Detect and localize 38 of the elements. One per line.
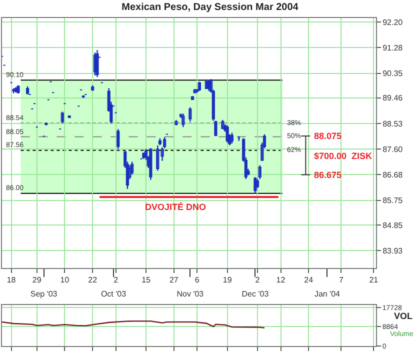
y-tick-label: 89.46 xyxy=(382,94,404,103)
x2-tick-label: Dec '03 xyxy=(242,290,270,299)
y-tick-label: 92.20 xyxy=(382,18,404,27)
chart-title: Mexican Peso, Day Session Mar 2004 xyxy=(122,2,299,14)
x-tick-label: 6 xyxy=(194,276,200,285)
y-tick-label: 86.68 xyxy=(382,170,404,180)
x-tick-label: 19 xyxy=(222,276,232,285)
x2-tick-label: Nov '03 xyxy=(176,290,204,299)
x-tick-label: 7 xyxy=(338,276,344,285)
y-tick-label: 83.93 xyxy=(382,246,404,256)
annotation: 88.075 xyxy=(314,131,342,141)
candlestick xyxy=(193,88,196,94)
candlestick xyxy=(190,96,194,100)
y-tick-label: 87.60 xyxy=(382,145,404,154)
x-tick-label: 29 xyxy=(32,276,42,285)
x-tick-label: 18 xyxy=(6,276,16,285)
x-tick-label: 2 xyxy=(114,276,119,285)
y-tick-label: 84.85 xyxy=(382,220,404,230)
y-axis-title: VOL xyxy=(394,311,414,321)
x-tick-label: 22 xyxy=(88,276,98,285)
x2-tick-label: Oct '03 xyxy=(100,290,127,299)
x-tick-label: 10 xyxy=(60,276,70,285)
line-series xyxy=(2,320,266,329)
x2-tick-label: Jan '04 xyxy=(314,290,341,299)
y-tick-label: 85.75 xyxy=(382,196,404,206)
annotation: 86.675 xyxy=(314,170,342,180)
x2-tick-label: Sep '03 xyxy=(30,290,58,299)
x-tick-label: 24 xyxy=(304,276,314,285)
x-tick-label: 21 xyxy=(369,276,379,285)
x-tick-label: 27 xyxy=(169,276,179,285)
y-tick-label: 88.53 xyxy=(382,119,404,128)
x-tick-label: 2 xyxy=(255,276,260,285)
y-tick-label: 90.35 xyxy=(382,69,404,78)
y-tick-label: 91.28 xyxy=(382,43,404,52)
x-tick-label: 15 xyxy=(142,276,152,285)
annotation: $700.00 ZISK xyxy=(314,151,373,161)
x-tick-label: 12 xyxy=(276,276,286,285)
annotation: DVOJITÉ DNO xyxy=(145,202,206,212)
